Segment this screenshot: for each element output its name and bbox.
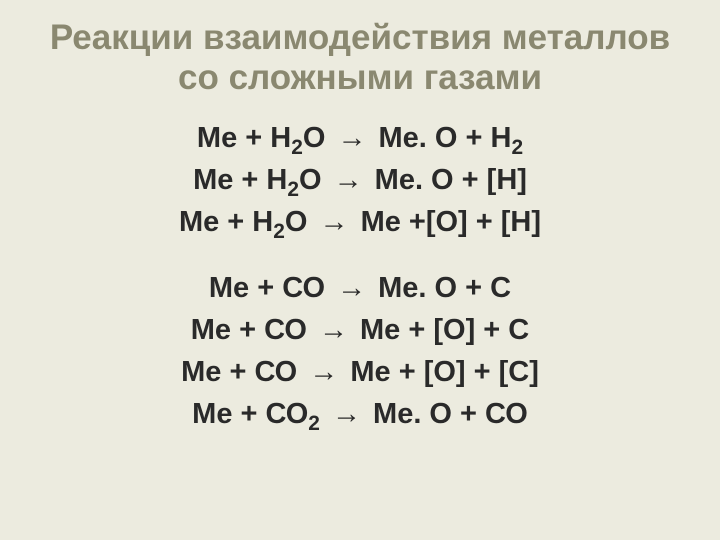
slide: Реакции взаимодействия металлов со сложн… bbox=[0, 0, 720, 540]
eq-sub: 2 bbox=[511, 135, 523, 158]
eq-sub: 2 bbox=[291, 135, 303, 158]
arrow-icon: → bbox=[316, 201, 353, 243]
eq-lhs-part1: Ме + Н bbox=[179, 206, 273, 238]
spacer bbox=[30, 243, 690, 267]
equation: Ме + Н2О → Ме. О + Н2 bbox=[30, 117, 690, 159]
eq-sub: 2 bbox=[308, 412, 320, 435]
eq-rhs: Ме. О + [Н] bbox=[375, 164, 527, 196]
eq-lhs-part2: О bbox=[299, 164, 322, 196]
eq-rhs: Ме + [О] + С bbox=[360, 314, 529, 346]
equations-group-2: Ме + СО → Ме. О + С Ме + СО → Ме + [О] +… bbox=[30, 267, 690, 435]
eq-rhs: Ме. О + С bbox=[378, 272, 511, 304]
arrow-icon: → bbox=[333, 267, 370, 309]
eq-rhs: Ме +[О] + [Н] bbox=[361, 206, 541, 238]
eq-sub: 2 bbox=[273, 219, 285, 242]
equation: Ме + СО → Ме + [О] + [С] bbox=[30, 351, 690, 393]
eq-lhs-part1: Ме + Н bbox=[197, 122, 291, 154]
eq-rhs: Ме + [О] + [С] bbox=[350, 356, 539, 388]
eq-sub: 2 bbox=[287, 177, 299, 200]
equation: Ме + СО → Ме. О + С bbox=[30, 267, 690, 309]
equation: Ме + СО2 → Ме. О + СО bbox=[30, 393, 690, 435]
eq-lhs: Ме + СО bbox=[191, 314, 307, 346]
eq-lhs-part1: Ме + Н bbox=[193, 164, 287, 196]
eq-lhs: Ме + СО bbox=[209, 272, 325, 304]
arrow-icon: → bbox=[330, 159, 367, 201]
eq-lhs: Ме + СО bbox=[181, 356, 297, 388]
eq-lhs-part2: О bbox=[285, 206, 308, 238]
eq-lhs-part2: О bbox=[303, 122, 326, 154]
equation: Ме + Н2О → Ме. О + [Н] bbox=[30, 159, 690, 201]
equation: Ме + Н2О → Ме +[О] + [Н] bbox=[30, 201, 690, 243]
arrow-icon: → bbox=[333, 117, 370, 159]
eq-rhs: Ме. О + Н bbox=[379, 122, 512, 154]
arrow-icon: → bbox=[315, 309, 352, 351]
arrow-icon: → bbox=[328, 393, 365, 435]
eq-lhs: Ме + СО bbox=[192, 398, 308, 430]
arrow-icon: → bbox=[305, 351, 342, 393]
equations-group-1: Ме + Н2О → Ме. О + Н2 Ме + Н2О → Ме. О +… bbox=[30, 117, 690, 243]
slide-title: Реакции взаимодействия металлов со сложн… bbox=[30, 18, 690, 99]
equation: Ме + СО → Ме + [О] + С bbox=[30, 309, 690, 351]
eq-rhs: Ме. О + СО bbox=[373, 398, 528, 430]
